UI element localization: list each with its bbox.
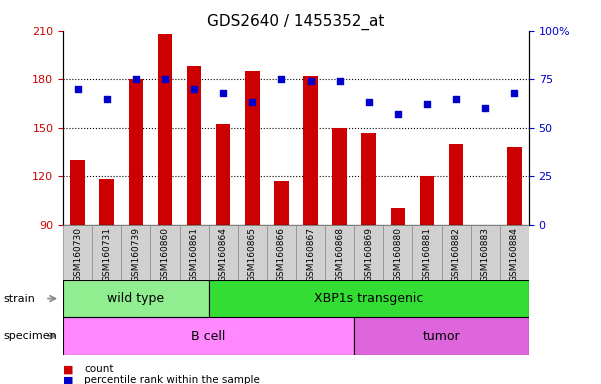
Bar <box>332 127 347 225</box>
Bar <box>180 225 209 280</box>
Bar <box>267 225 296 280</box>
Text: GSM160884: GSM160884 <box>510 227 519 282</box>
Bar <box>121 225 150 280</box>
Text: B cell: B cell <box>192 329 226 343</box>
Text: ■: ■ <box>63 375 73 384</box>
Point <box>306 78 316 84</box>
Bar <box>361 132 376 225</box>
Bar <box>471 225 500 280</box>
Point <box>248 99 257 106</box>
Text: GSM160739: GSM160739 <box>132 227 141 282</box>
Text: GSM160865: GSM160865 <box>248 227 257 282</box>
Text: GSM160868: GSM160868 <box>335 227 344 282</box>
Bar <box>209 225 238 280</box>
Text: GSM160861: GSM160861 <box>189 227 198 282</box>
Text: wild type: wild type <box>108 292 165 305</box>
Bar <box>63 317 354 355</box>
Bar <box>63 225 92 280</box>
Point <box>422 101 432 108</box>
Text: percentile rank within the sample: percentile rank within the sample <box>84 375 260 384</box>
Bar <box>157 34 172 225</box>
Point <box>335 78 344 84</box>
Bar <box>187 66 201 225</box>
Point <box>276 76 286 82</box>
Point <box>480 105 490 111</box>
Text: GSM160882: GSM160882 <box>451 227 460 282</box>
Text: GSM160883: GSM160883 <box>481 227 490 282</box>
Bar <box>274 181 288 225</box>
Text: GSM160881: GSM160881 <box>423 227 432 282</box>
Text: GSM160864: GSM160864 <box>219 227 228 282</box>
Text: GDS2640 / 1455352_at: GDS2640 / 1455352_at <box>207 13 385 30</box>
Bar <box>238 225 267 280</box>
Bar <box>150 225 180 280</box>
Text: GSM160731: GSM160731 <box>102 227 111 282</box>
Text: specimen: specimen <box>3 331 56 341</box>
Bar <box>70 160 85 225</box>
Point <box>451 96 461 102</box>
Text: ■: ■ <box>63 364 73 374</box>
Bar <box>412 225 442 280</box>
Bar <box>209 280 529 317</box>
Text: XBP1s transgenic: XBP1s transgenic <box>314 292 424 305</box>
Bar <box>304 76 318 225</box>
Bar <box>296 225 325 280</box>
Text: GSM160867: GSM160867 <box>306 227 315 282</box>
Bar <box>419 176 435 225</box>
Text: GSM160866: GSM160866 <box>277 227 286 282</box>
Bar <box>325 225 354 280</box>
Point <box>160 76 170 82</box>
Text: tumor: tumor <box>423 329 460 343</box>
Bar <box>442 225 471 280</box>
Point <box>131 76 141 82</box>
Point <box>510 90 519 96</box>
Bar <box>383 225 412 280</box>
Text: GSM160869: GSM160869 <box>364 227 373 282</box>
Bar <box>354 317 529 355</box>
Bar <box>216 124 231 225</box>
Text: count: count <box>84 364 114 374</box>
Point <box>393 111 403 117</box>
Text: strain: strain <box>3 293 35 304</box>
Point <box>102 96 112 102</box>
Bar <box>245 71 260 225</box>
Text: GSM160880: GSM160880 <box>394 227 403 282</box>
Bar <box>100 179 114 225</box>
Text: GSM160860: GSM160860 <box>160 227 169 282</box>
Bar <box>507 147 522 225</box>
Point <box>364 99 374 106</box>
Point <box>218 90 228 96</box>
Point <box>73 86 82 92</box>
Bar <box>500 225 529 280</box>
Bar <box>391 209 405 225</box>
Bar <box>92 225 121 280</box>
Bar <box>63 280 209 317</box>
Bar <box>449 144 463 225</box>
Bar <box>354 225 383 280</box>
Point <box>189 86 199 92</box>
Bar <box>129 79 143 225</box>
Text: GSM160730: GSM160730 <box>73 227 82 282</box>
